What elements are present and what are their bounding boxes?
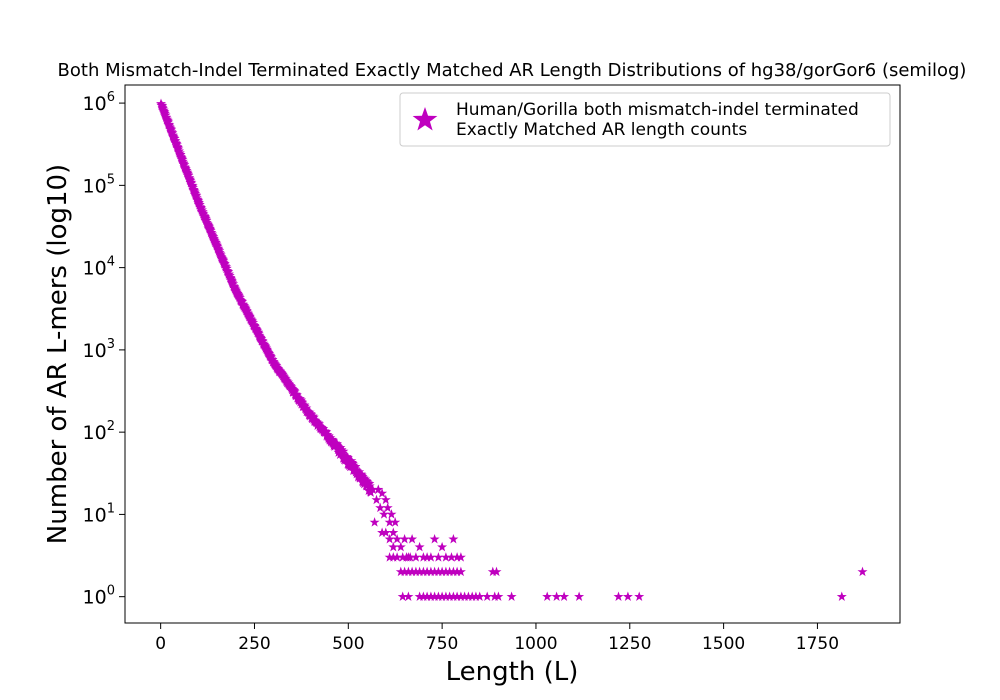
plot-frame (124, 84, 901, 624)
legend-label-line-2: Exactly Matched AR length counts (456, 120, 747, 140)
chart-title: Both Mismatch-Indel Terminated Exactly M… (58, 60, 967, 81)
legend-label-line-1: Human/Gorilla both mismatch-indel termin… (456, 100, 859, 120)
data-series (156, 98, 868, 601)
data-point (448, 533, 459, 544)
y-tick-label: 100 (83, 584, 115, 609)
data-point (384, 533, 395, 544)
data-point (369, 517, 380, 527)
data-point (613, 591, 624, 601)
y-tick-label: 103 (83, 337, 115, 362)
x-tick-label: 1250 (608, 634, 651, 654)
y-tick-label: 105 (83, 172, 115, 197)
data-point (506, 591, 517, 601)
legend-box (399, 92, 891, 147)
y-axis-label: Number of AR L-mers (log10) (43, 164, 73, 544)
data-point (399, 533, 410, 544)
data-point (407, 533, 418, 544)
data-point (437, 541, 448, 552)
data-point (429, 533, 440, 544)
data-point (395, 541, 406, 552)
data-point (836, 591, 847, 601)
x-tick-label: 250 (238, 634, 270, 654)
x-tick-label: 0 (155, 634, 166, 654)
x-axis-label: Length (L) (446, 657, 579, 687)
y-tick-label: 106 (83, 90, 115, 115)
data-point (392, 533, 403, 544)
data-point (386, 509, 397, 519)
data-point (379, 509, 389, 519)
data-point (380, 494, 391, 505)
data-point (634, 591, 645, 601)
data-point (551, 591, 562, 601)
data-point (414, 541, 425, 552)
data-point (542, 591, 553, 601)
y-tick-label: 101 (83, 501, 115, 526)
y-tick-label: 104 (83, 255, 115, 280)
data-point (559, 591, 570, 601)
x-tick-label: 1750 (796, 634, 839, 654)
x-axis: 0 250 500 750 1000 1250 1500 1750 (155, 623, 839, 654)
y-tick-label: 102 (83, 419, 115, 444)
x-tick-label: 1000 (514, 634, 557, 654)
legend-label: Human/Gorilla both mismatch-indel termin… (456, 100, 864, 140)
plot-area: 0 250 500 750 1000 1250 1500 1750 1001011021031… (83, 84, 901, 654)
legend: Human/Gorilla both mismatch-indel termin… (399, 92, 891, 147)
data-point (622, 591, 633, 601)
data-point (433, 552, 444, 562)
data-point (857, 566, 868, 577)
data-point (574, 591, 585, 601)
y-axis: 100 101 102 103 104 105 106 (83, 90, 125, 609)
data-point (482, 591, 493, 601)
x-tick-label: 750 (426, 634, 458, 654)
x-tick-label: 1500 (702, 634, 745, 654)
x-tick-label: 500 (332, 634, 364, 654)
data-point (388, 541, 399, 552)
